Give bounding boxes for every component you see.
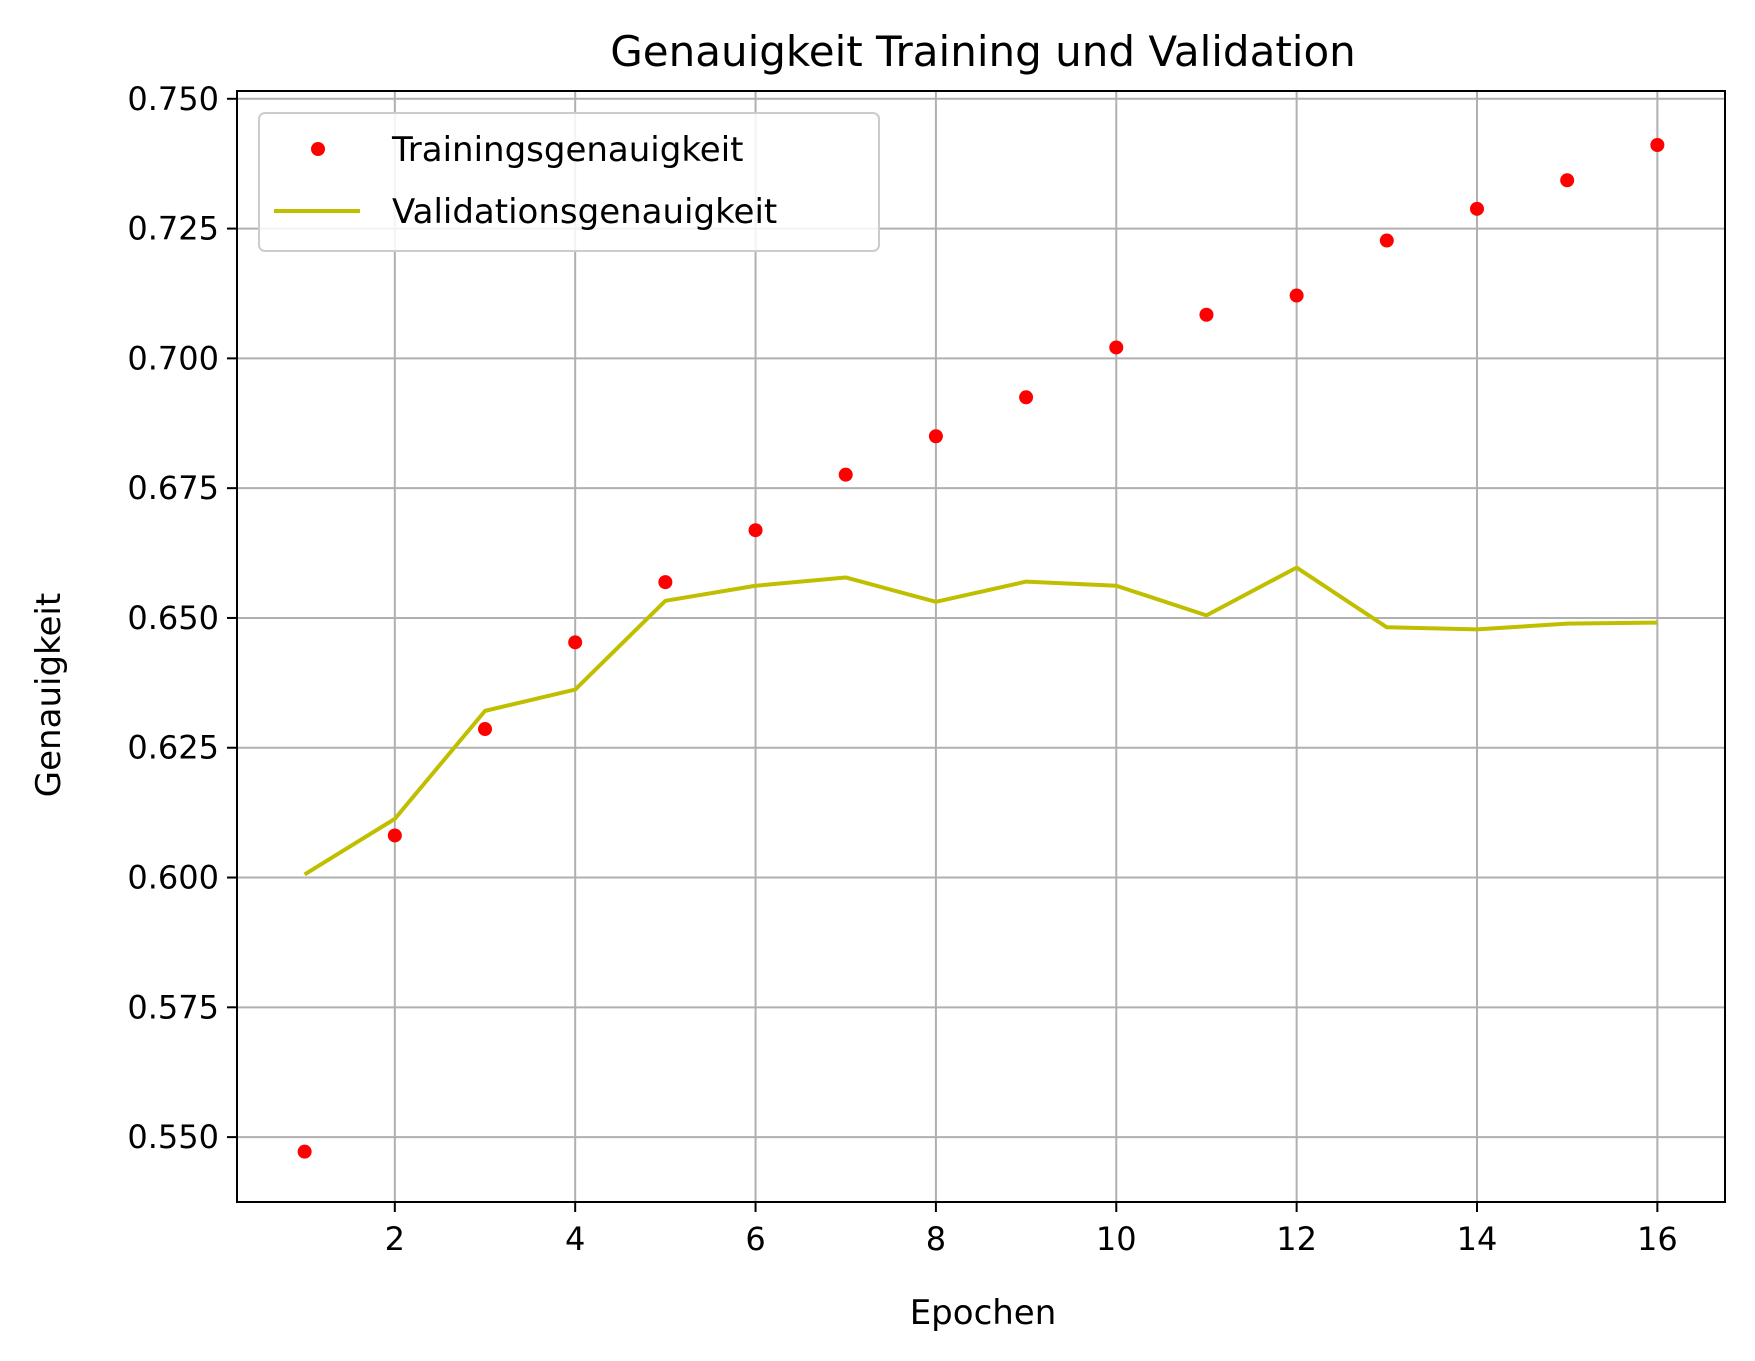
training-point [478, 722, 492, 737]
training-point [748, 523, 763, 538]
x-tick-label: 12 [1276, 1220, 1317, 1258]
training-point [1289, 288, 1304, 303]
training-point [1109, 340, 1124, 355]
training-point [1379, 233, 1394, 248]
y-tick-label: 0.625 [127, 729, 219, 767]
x-tick-label: 10 [1096, 1220, 1137, 1258]
grid [237, 91, 1725, 1202]
training-point [1560, 173, 1575, 188]
y-tick-label: 0.600 [127, 859, 219, 897]
training-point [387, 828, 402, 843]
x-tick-label: 14 [1457, 1220, 1498, 1258]
x-axis-label: Epochen [910, 1293, 1057, 1333]
training-point [928, 429, 943, 444]
y-tick-label: 0.700 [127, 339, 219, 377]
y-axis-label: Genauigkeit [29, 593, 69, 797]
x-tick-label: 4 [565, 1220, 585, 1258]
y-tick-label: 0.725 [127, 210, 219, 248]
chart-title: Genauigkeit Training und Validation [610, 27, 1356, 76]
training-point [1470, 201, 1484, 216]
legend-box [258, 112, 880, 252]
ticks: 2 4 6 8 10 12 14 16 0.550 0.575 0.600 0.625 0.650 0.6… [127, 80, 1677, 1258]
x-tick-label: 2 [385, 1220, 405, 1258]
y-tick-label: 0.650 [127, 599, 219, 637]
legend: Trainingsgenauigkeit Validationsgenauigk… [258, 112, 880, 252]
training-point [297, 1144, 312, 1159]
x-tick-label: 16 [1637, 1220, 1678, 1258]
validation-line [303, 565, 1658, 877]
plot-frame [236, 90, 1726, 1203]
legend-label-training: Trainingsgenauigkeit [391, 130, 744, 170]
training-point [838, 467, 853, 482]
y-tick-label: 0.550 [127, 1118, 219, 1156]
training-point [658, 575, 673, 590]
y-tick-label: 0.575 [127, 988, 219, 1026]
legend-label-validation: Validationsgenauigkeit [392, 192, 777, 232]
training-point [1019, 390, 1034, 405]
legend-marker-training [311, 142, 325, 156]
training-point [1199, 307, 1214, 322]
y-tick-label: 0.675 [127, 469, 219, 507]
series-layer [297, 137, 1665, 1159]
x-tick-label: 6 [745, 1220, 765, 1258]
y-tick-label: 0.750 [127, 80, 219, 118]
x-tick-label: 8 [926, 1220, 946, 1258]
training-point [1650, 137, 1665, 152]
training-point [568, 635, 583, 650]
